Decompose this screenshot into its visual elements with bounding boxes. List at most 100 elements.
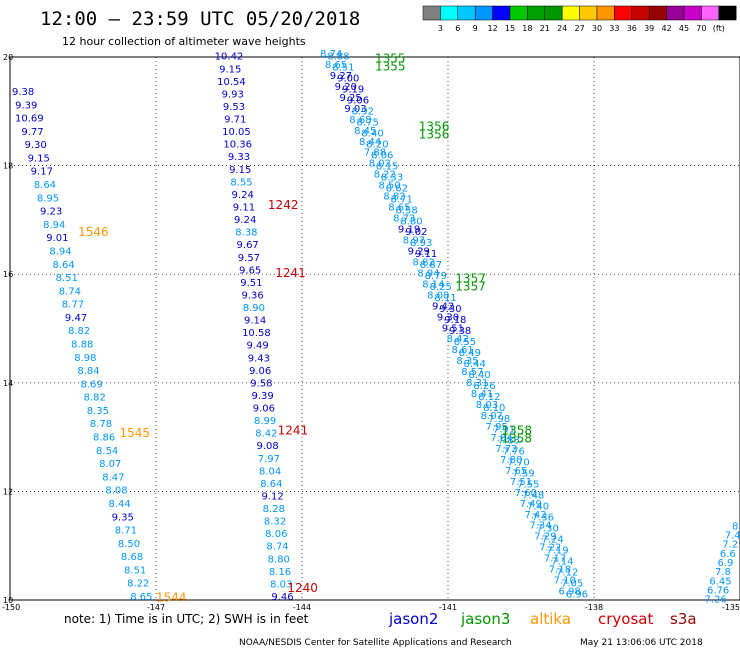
wave-height-point: 8.07 (99, 459, 121, 470)
wave-height-point: 7.14 (551, 556, 573, 567)
wave-height-point: 8.50 (118, 539, 140, 550)
x-tick-label: -141 (439, 603, 457, 612)
scale-label: 36 (627, 24, 637, 33)
wave-height-point: 8.94 (417, 268, 439, 279)
scale-label: 39 (644, 24, 654, 33)
wave-height-point: 9.15 (229, 165, 251, 176)
wave-height-point: 8.42 (447, 334, 469, 345)
wave-height-point: 7.17 (544, 554, 566, 565)
wave-height-point: 8.45 (354, 126, 376, 137)
footnote: note: 1) Time is in UTC; 2) SWH is in fe… (64, 612, 309, 626)
wave-height-point: 9.24 (234, 215, 256, 226)
revolution-number: 1358 (502, 432, 533, 446)
wave-height-point: 8.86 (93, 433, 115, 444)
scale-swatch (457, 5, 476, 21)
scale-label: 70 (696, 24, 706, 33)
wave-height-point: 8.25 (430, 282, 452, 293)
x-tick-label: -147 (147, 603, 165, 612)
wave-height-point: 8.74 (266, 542, 288, 553)
wave-height-point: 9.30 (437, 312, 459, 323)
wave-height-point: 8.82 (413, 257, 435, 268)
wave-height-point: 8.11 (434, 293, 456, 304)
wave-height-point: 10.36 (223, 140, 252, 151)
wave-height-point: 8.26 (473, 381, 495, 392)
wave-height-point: 8.99 (254, 416, 276, 427)
wave-height-point: 8.93 (410, 238, 432, 249)
wave-height-point: 8.38 (235, 228, 257, 239)
wave-height-point: 8.06 (265, 529, 287, 540)
wave-height-point: 8.22 (127, 579, 149, 590)
y-tick-label: 10 (3, 596, 13, 605)
wave-height-point: 7.76 (503, 447, 525, 458)
revolution-number: 1355 (375, 51, 406, 65)
wave-height-point: 9.24 (232, 190, 254, 201)
wave-height-point: 9.30 (439, 304, 461, 315)
wave-height-point: 9.02 (405, 227, 427, 238)
wave-height-point: 9.18 (444, 315, 466, 326)
wave-height-point: 7.49 (520, 499, 542, 510)
y-tick-label: 14 (3, 379, 13, 388)
wave-height-point: 7.72 (495, 444, 517, 455)
wave-height-point: 8.94 (49, 246, 71, 257)
wave-height-point: 9.12 (261, 491, 283, 502)
wave-height-point: 9.93 (222, 89, 244, 100)
wave-height-point: 7.55 (517, 480, 539, 491)
wave-height-point: 8.80 (268, 554, 290, 565)
revolution-number: 1242 (268, 198, 299, 212)
wave-height-point: 9.00 (337, 74, 359, 85)
wave-height-point: 8.69 (80, 379, 102, 390)
wave-height-point: 7.95 (486, 422, 508, 433)
scale-label: 42 (662, 24, 672, 33)
wave-height-point: 7.12 (556, 567, 578, 578)
scale-swatch (718, 5, 737, 21)
revolution-number: 1357 (455, 279, 486, 293)
scale-swatch (666, 5, 685, 21)
wave-height-point: 8.49 (459, 348, 481, 359)
scale-label: 21 (540, 24, 550, 33)
wave-height-point: 8.44 (359, 137, 381, 148)
wave-height-point: 8.33 (381, 172, 403, 183)
wave-height-point: 9.46 (271, 592, 293, 603)
wave-height-point: 8.35 (456, 356, 478, 367)
wave-height-point: 9.27 (330, 71, 352, 82)
wave-height-point: 6.98 (559, 587, 581, 598)
scale-label: 3 (438, 24, 443, 33)
wave-height-point: 7.8 (715, 567, 731, 578)
wave-height-point: 8.64 (34, 180, 56, 191)
scale-label: 12 (488, 24, 498, 33)
revolution-number: 1546 (78, 225, 109, 239)
scale-swatch (474, 5, 493, 21)
wave-height-point: 8.54 (96, 446, 118, 457)
wave-height-point: 7.51 (510, 477, 532, 488)
revolution-number: 1356 (419, 127, 450, 141)
wave-height-point: 7.05 (561, 578, 583, 589)
scale-label: (ft) (713, 24, 725, 33)
wave-height-point: 9.06 (347, 96, 369, 107)
wave-height-point: 7.4 (725, 531, 740, 542)
scale-swatch (561, 5, 580, 21)
wave-height-point: 8.80 (400, 216, 422, 227)
wave-height-point: 9.14 (244, 316, 266, 327)
scale-swatch (509, 5, 528, 21)
scale-swatch (701, 5, 720, 21)
wave-height-point: 7.97 (258, 454, 280, 465)
chart-title: 12:00 – 23:59 UTC 05/20/2018 (40, 8, 360, 30)
revolution-number: 1241 (275, 266, 306, 280)
wave-height-point: 9.11 (415, 249, 437, 260)
satellite-legend: jason2 jason3 altika cryosat s3a (388, 610, 697, 628)
wave-height-point: 7.36 (532, 512, 554, 523)
wave-height-point: 8.77 (62, 300, 84, 311)
wave-height-point: 9.51 (442, 323, 464, 334)
wave-height-point: 9.15 (28, 153, 50, 164)
wave-height-point: 9.65 (239, 265, 261, 276)
scale-label: 33 (609, 24, 619, 33)
wave-height-point: 8.22 (374, 170, 396, 181)
wave-height-point: 8.65 (130, 592, 152, 603)
wave-height-point: 10.42 (215, 52, 244, 63)
wave-height-point: 9.01 (46, 233, 68, 244)
wave-height-point: 8.00 (427, 290, 449, 301)
revolution-number: 1357 (455, 271, 486, 285)
wave-height-point: 10.05 (222, 127, 251, 138)
wave-height-point: 9.29 (408, 246, 430, 257)
wave-height-point: 8.16 (269, 567, 291, 578)
